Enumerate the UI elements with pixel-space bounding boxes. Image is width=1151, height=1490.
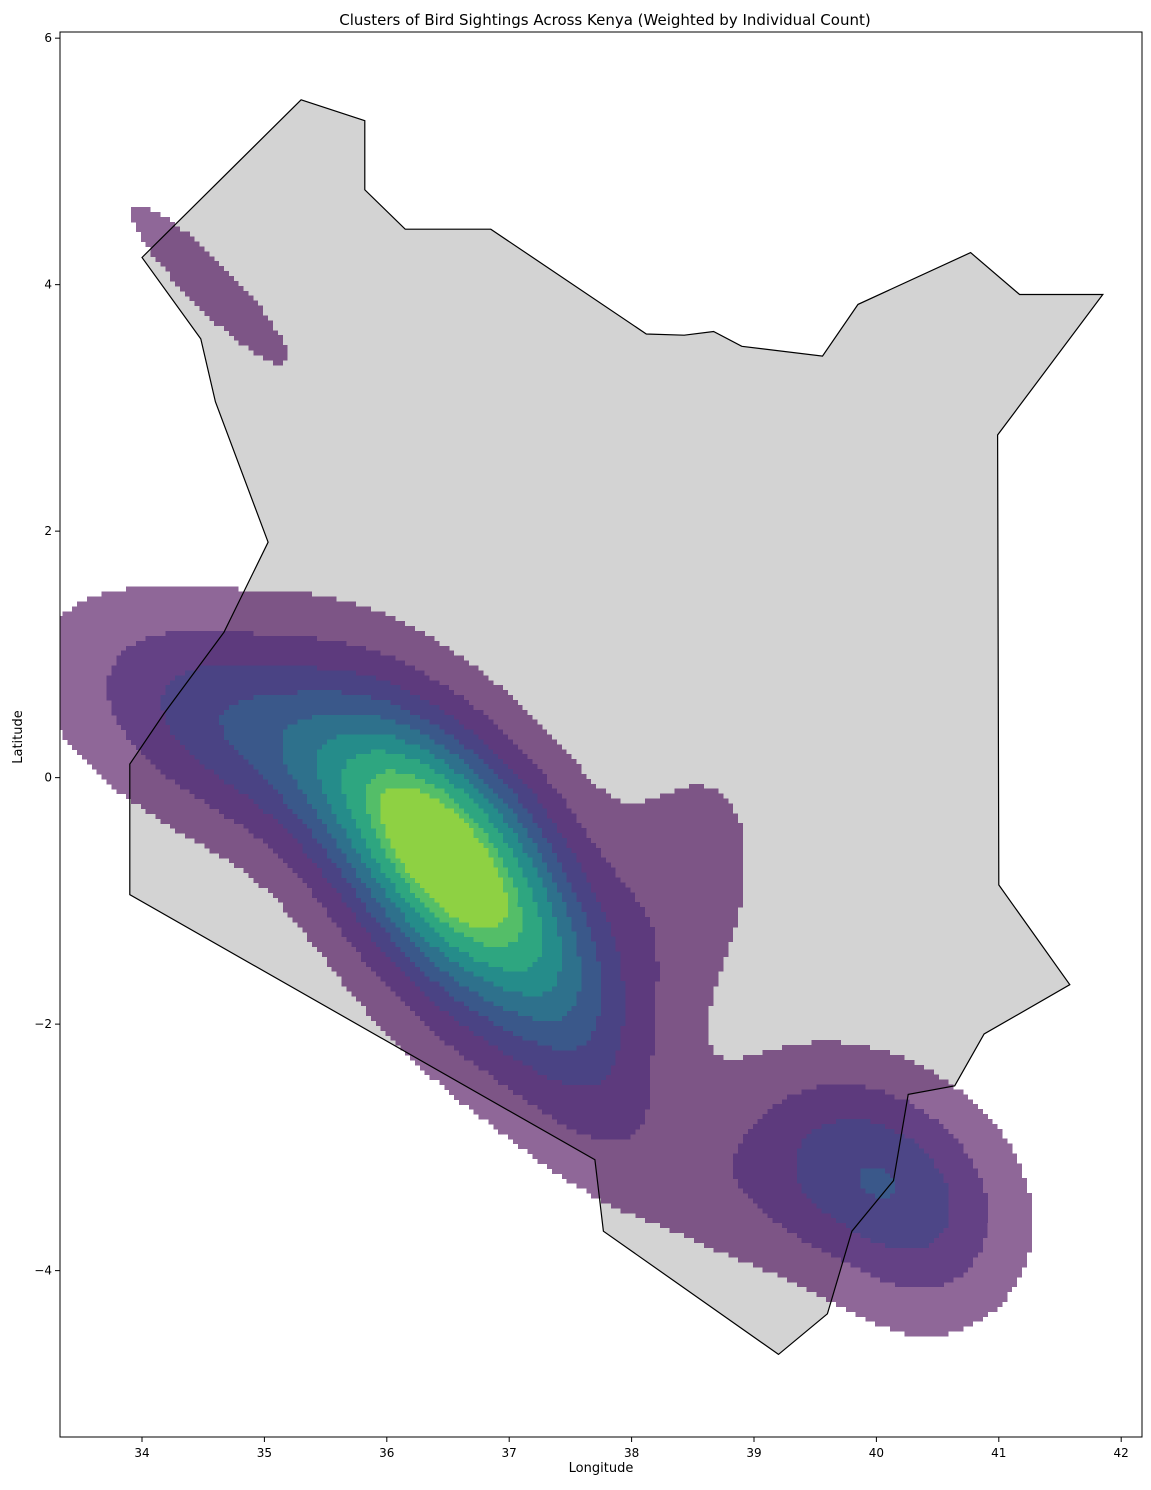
y-tick-label: 0 [44,771,52,785]
chart-title: Clusters of Bird Sightings Across Kenya … [339,11,870,29]
x-tick-label: 36 [379,1446,394,1460]
y-tick-label: 2 [44,524,52,538]
density-level-9 [380,788,508,928]
x-tick-label: 39 [746,1446,761,1460]
y-axis: −4 −2 0 2 4 6 [34,31,60,1278]
country-fill [129,99,1103,1355]
density-contours [60,207,1032,1337]
x-tick-label: 38 [624,1446,639,1460]
country-region [129,99,1103,1355]
country-outline [129,99,1104,1356]
plot-frame [59,31,1143,1438]
y-tick-label: 6 [44,31,52,45]
y-axis-title: Latitude [11,710,26,764]
x-tick-label: 40 [869,1446,884,1460]
density-level-1 [60,207,1032,1337]
x-axis: 34 35 36 37 38 39 40 41 42 [134,1437,1129,1460]
x-tick-label: 37 [502,1446,517,1460]
x-tick-label: 34 [134,1446,149,1460]
x-tick-label: 35 [257,1446,272,1460]
x-tick-label: 41 [991,1446,1006,1460]
plot-area [60,99,1104,1356]
y-tick-label: −2 [34,1017,52,1031]
y-tick-label: −4 [34,1264,52,1278]
country-border [129,99,1104,1356]
x-axis-title: Longitude [569,1461,634,1476]
x-tick-label: 42 [1114,1446,1129,1460]
y-tick-label: 4 [44,278,52,292]
